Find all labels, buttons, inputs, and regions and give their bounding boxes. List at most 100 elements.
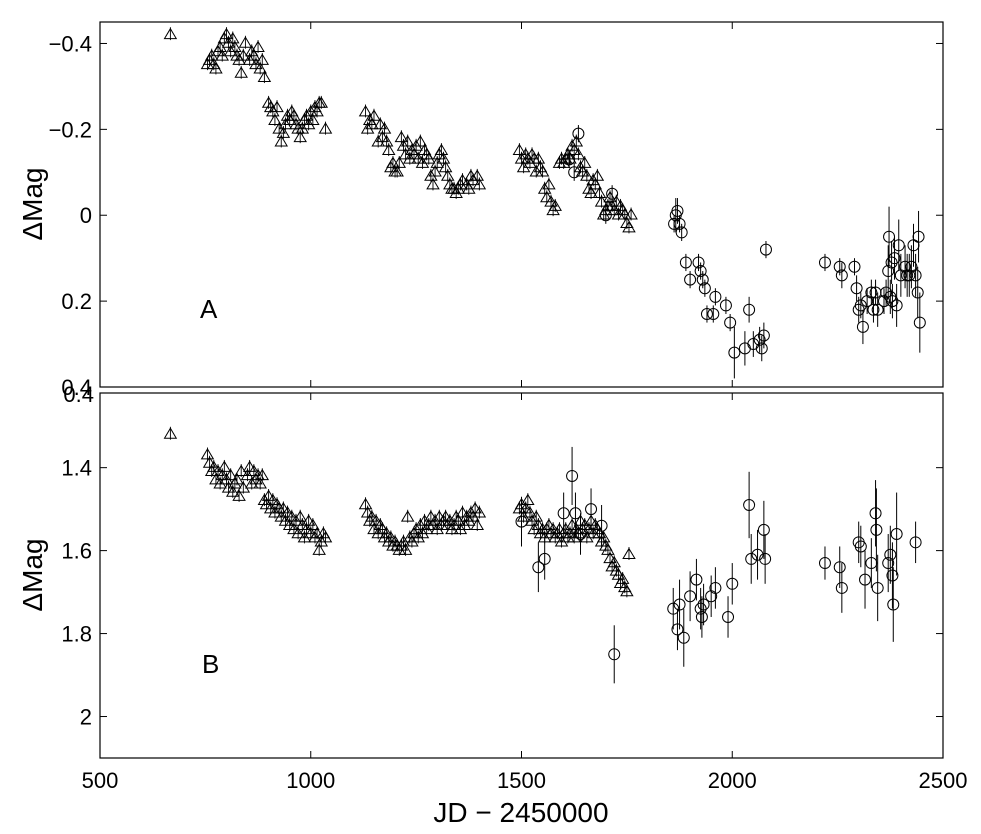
circle-point [854, 299, 867, 312]
circle-point [722, 610, 735, 623]
circle-point [913, 316, 926, 329]
y-tick-label: −0.4 [49, 31, 92, 56]
circle-point [698, 282, 711, 295]
x-tick-label: 1000 [286, 768, 335, 793]
circle-point [885, 256, 898, 269]
circle-point [743, 498, 756, 511]
circle-point [585, 503, 598, 516]
circle-point [724, 316, 737, 329]
circle-point [877, 295, 890, 308]
circle-point [694, 265, 707, 278]
circle-point [707, 308, 720, 320]
circle-point [574, 528, 587, 541]
circle-point [751, 548, 764, 561]
circle-point [692, 256, 705, 269]
circle-point [869, 507, 882, 520]
y-tick-label: 1.8 [61, 622, 92, 647]
x-tick-label: 500 [82, 768, 119, 793]
circle-point [608, 648, 621, 661]
circle-point [697, 598, 710, 611]
circle-point [566, 469, 579, 482]
circle-point [886, 295, 899, 308]
circle-point [909, 536, 922, 549]
x-tick-label: 1500 [497, 768, 546, 793]
circle-point [859, 573, 872, 586]
circle-point [568, 166, 581, 179]
circle-point [865, 286, 878, 299]
circle-point [671, 204, 684, 217]
circle-point [871, 303, 884, 316]
circle-point [890, 528, 903, 541]
circle-point [912, 230, 925, 243]
circle-point [557, 507, 570, 520]
circle-point [755, 342, 768, 355]
panel-b-top-tick-label: 0.4 [63, 382, 94, 407]
x-tick-label: 2500 [919, 768, 968, 793]
circle-point [856, 320, 869, 333]
circle-point [538, 552, 551, 565]
circle-point [835, 581, 848, 594]
panel-a-ticks [99, 22, 944, 388]
panel-b-ticks [99, 393, 944, 758]
panel-b: 1.4 1.6 1.8 2 500 1000 1500 2000 2500 B ΔMag 0.… [17, 382, 967, 793]
x-axis-label: JD − 2450000 [433, 797, 608, 828]
circle-point [818, 256, 831, 269]
circle-point [884, 548, 897, 561]
circle-point [728, 346, 741, 359]
circle-point [696, 273, 709, 286]
panel-b-data-points [163, 426, 922, 684]
y-tick-label: 2 [80, 705, 92, 730]
circle-point [515, 515, 528, 528]
panel-b-xtick-labels: 500 1000 1500 2000 2500 [82, 768, 968, 793]
circle-point [745, 552, 758, 565]
circle-point [850, 282, 863, 295]
y-tick-label: 0.2 [61, 289, 92, 314]
y-tick-label: 1.6 [61, 539, 92, 564]
y-tick-label: 0.4 [61, 375, 92, 400]
circle-point [695, 610, 708, 623]
panel-a-y-axis-label: ΔMag [17, 167, 48, 240]
circle-point [563, 153, 576, 166]
panel-a: −0.4 −0.2 0 0.2 0.4 A ΔMag [17, 21, 944, 400]
panel-b-y-axis-label: ΔMag [17, 538, 48, 611]
circle-point [743, 303, 756, 316]
circle-point [835, 269, 848, 282]
circle-point [886, 569, 899, 582]
circle-point [684, 273, 697, 286]
circle-point [599, 209, 612, 222]
circle-point [757, 523, 770, 536]
circle-point [757, 329, 770, 342]
circle-point [882, 557, 895, 570]
circle-point [690, 573, 703, 586]
circle-point [892, 239, 905, 252]
circle-point [532, 561, 545, 574]
circle-point [882, 265, 895, 278]
circle-point [684, 590, 697, 603]
circle-point [818, 557, 831, 570]
circle-point [903, 269, 916, 282]
circle-point [833, 561, 846, 574]
circle-point [753, 333, 766, 346]
circle-point [679, 256, 692, 269]
circle-point [833, 260, 846, 273]
circle-point [871, 581, 884, 594]
circle-point [854, 540, 867, 553]
circle-point [709, 581, 722, 594]
circle-point [595, 519, 608, 532]
circle-point [694, 602, 707, 615]
circle-point [671, 623, 684, 636]
circle-point [667, 602, 680, 615]
circle-point [709, 290, 722, 303]
circle-point [911, 286, 924, 299]
circle-point [606, 187, 619, 200]
circle-point [870, 523, 883, 536]
circle-point [677, 631, 690, 644]
y-tick-label: −0.2 [49, 117, 92, 142]
circle-point [848, 260, 861, 273]
x-tick-label: 2000 [708, 768, 757, 793]
circle-point [700, 308, 713, 320]
panel-a-ytick-labels: −0.4 −0.2 0 0.2 0.4 [49, 31, 92, 400]
panel-a-label: A [200, 294, 218, 324]
